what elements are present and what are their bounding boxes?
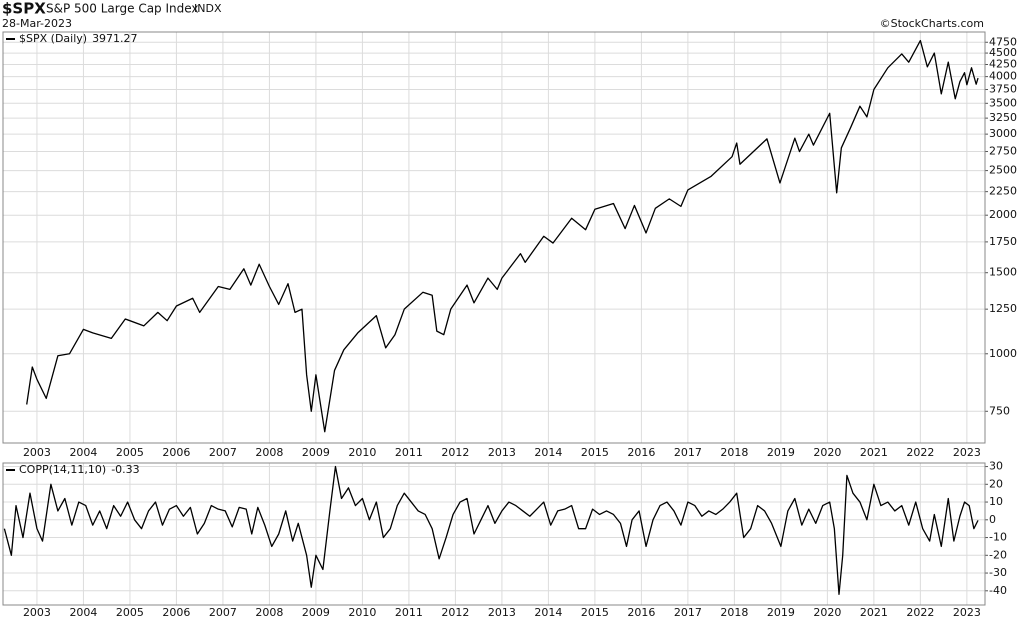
x-tick-label: 2017 [674, 446, 702, 459]
y-tick-label: 4250 [989, 57, 1017, 70]
y-tick-label: 1750 [989, 235, 1017, 248]
x-tick-label: 2003 [23, 606, 51, 619]
x-tick-label: 2011 [395, 446, 423, 459]
panel-border [2, 31, 986, 444]
x-tick-label: 2008 [255, 606, 283, 619]
y-tick-label: 3500 [989, 96, 1017, 109]
price-line [3, 465, 979, 595]
legend-swatch [6, 38, 15, 40]
y-tick-label: 30 [989, 460, 1003, 473]
y-tick-label: 1250 [989, 302, 1017, 315]
y-tick-label: 4750 [989, 35, 1017, 48]
y-tick-label: -20 [989, 548, 1007, 561]
chart-subtitle: S&P 500 Large Cap Index [46, 2, 199, 16]
x-tick-label: 2004 [69, 446, 97, 459]
x-tick-label: 2014 [534, 606, 562, 619]
x-tick-label: 2003 [23, 446, 51, 459]
x-tick-label: 2009 [302, 446, 330, 459]
y-tick-label: 3750 [989, 83, 1017, 96]
x-tick-label: 2023 [953, 606, 981, 619]
x-tick-label: 2016 [627, 446, 655, 459]
y-tick-label: 0 [989, 513, 996, 526]
y-tick-label: 4500 [989, 46, 1017, 59]
y-tick-label: -30 [989, 566, 1007, 579]
y-tick-label: -10 [989, 531, 1007, 544]
y-tick-label: 1000 [989, 347, 1017, 360]
y-tick-label: 20 [989, 477, 1003, 490]
y-tick-label: 2750 [989, 145, 1017, 158]
date: 28-Mar-2023 [2, 17, 72, 30]
x-tick-label: 2015 [581, 606, 609, 619]
legend-value: -0.33 [111, 463, 139, 476]
x-tick-label: 2009 [302, 606, 330, 619]
x-tick-label: 2006 [162, 446, 190, 459]
x-tick-label: 2006 [162, 606, 190, 619]
x-tick-label: 2013 [488, 606, 516, 619]
x-tick-label: 2017 [674, 606, 702, 619]
x-tick-label: 2004 [69, 606, 97, 619]
y-tick-label: 1500 [989, 266, 1017, 279]
legend-swatch [6, 469, 15, 471]
x-tick-label: 2007 [209, 446, 237, 459]
x-tick-label: 2012 [441, 606, 469, 619]
legend-label: $SPX (Daily) [19, 32, 87, 45]
y-tick-label: 10 [989, 495, 1003, 508]
y-tick-label: 4000 [989, 70, 1017, 83]
y-tick-label: 2000 [989, 208, 1017, 221]
x-tick-label: 2016 [627, 606, 655, 619]
x-tick-label: 2010 [348, 606, 376, 619]
x-tick-label: 2020 [813, 606, 841, 619]
y-tick-label: -40 [989, 584, 1007, 597]
x-tick-label: 2021 [860, 446, 888, 459]
x-tick-label: 2022 [906, 606, 934, 619]
x-tick-label: 2018 [720, 446, 748, 459]
x-tick-label: 2015 [581, 446, 609, 459]
x-tick-label: 2005 [116, 606, 144, 619]
panel-border [2, 462, 986, 606]
source: ©StockCharts.com [880, 17, 984, 30]
chart-title: $SPX [2, 0, 46, 18]
x-tick-label: 2007 [209, 606, 237, 619]
y-tick-label: 3250 [989, 111, 1017, 124]
x-tick-label: 2021 [860, 606, 888, 619]
y-tick-label: 2500 [989, 164, 1017, 177]
price-line [26, 39, 979, 433]
x-tick-label: 2018 [720, 606, 748, 619]
y-tick-label: 3000 [989, 127, 1017, 140]
x-tick-label: 2022 [906, 446, 934, 459]
x-tick-label: 2023 [953, 446, 981, 459]
y-tick-label: 2250 [989, 185, 1017, 198]
x-tick-label: 2014 [534, 446, 562, 459]
legend-label: COPP(14,11,10) [19, 463, 106, 476]
x-tick-label: 2013 [488, 446, 516, 459]
x-tick-label: 2011 [395, 606, 423, 619]
x-tick-label: 2019 [767, 606, 795, 619]
legend-value: 3971.27 [92, 32, 138, 45]
x-tick-label: 2008 [255, 446, 283, 459]
x-tick-label: 2019 [767, 446, 795, 459]
x-tick-label: 2020 [813, 446, 841, 459]
exchange: INDX [194, 2, 222, 15]
x-tick-label: 2005 [116, 446, 144, 459]
x-tick-label: 2010 [348, 446, 376, 459]
x-tick-label: 2012 [441, 446, 469, 459]
y-tick-label: 750 [989, 404, 1010, 417]
